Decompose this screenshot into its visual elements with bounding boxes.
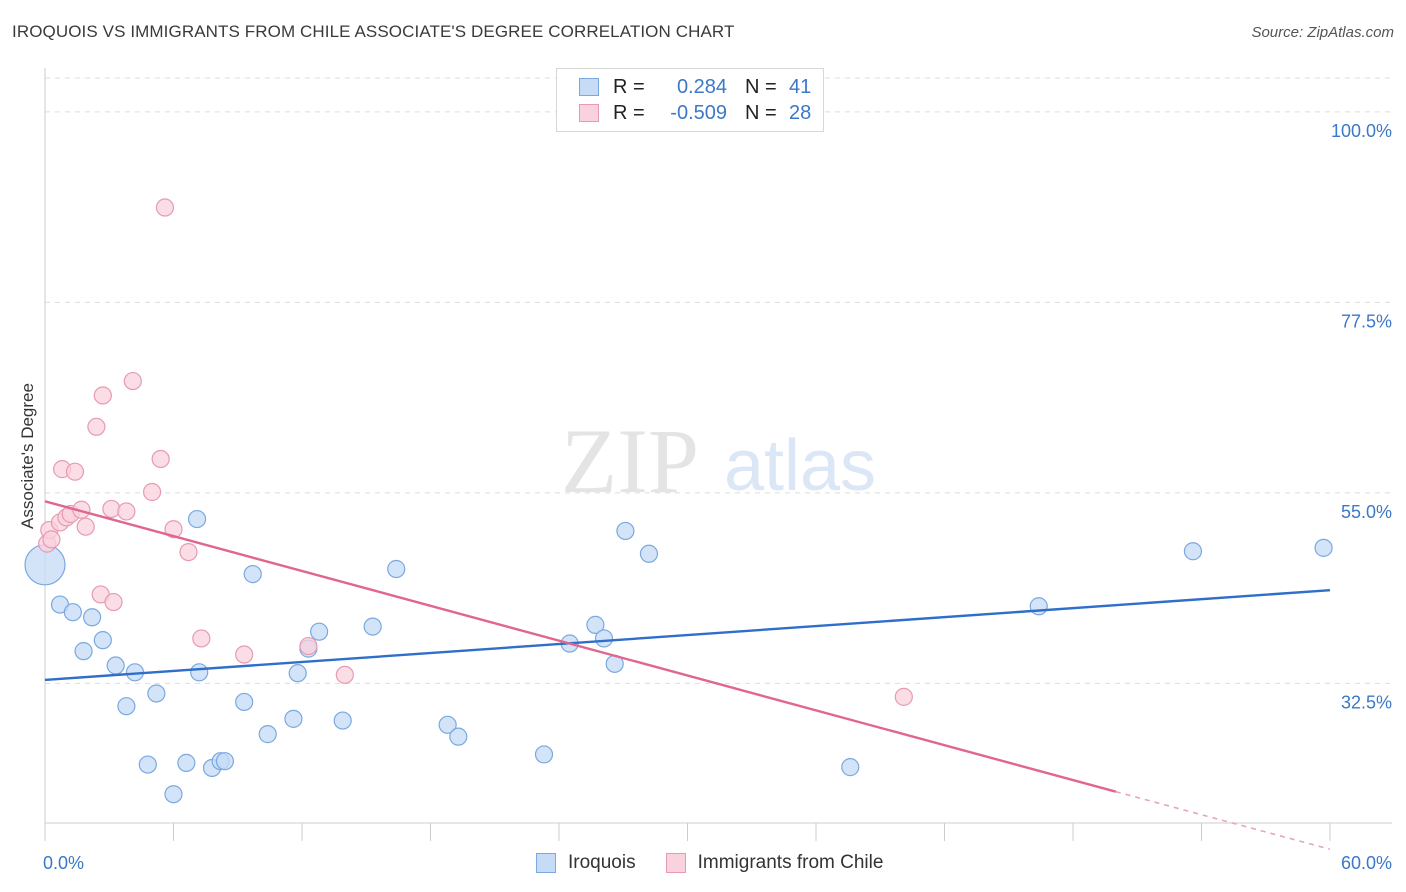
point-iroquois: [93, 631, 112, 650]
point-iroquois: [215, 752, 234, 771]
trend-line-iroquois: [44, 588, 1331, 682]
point-iroquois: [147, 684, 166, 703]
y-tick-label: 100.0%: [1331, 121, 1392, 141]
point-iroquois: [387, 559, 406, 579]
point-iroquois: [449, 727, 468, 746]
series-legend: Iroquois Immigrants from Chile: [536, 852, 913, 874]
legend-swatch-chile: [579, 104, 599, 122]
point-chile: [65, 462, 85, 481]
point-chile: [151, 449, 170, 469]
point-iroquois: [190, 663, 209, 682]
legend-n-value: 41: [789, 75, 812, 98]
legend-swatch-chile: [665, 853, 686, 873]
legend-r-value: 0.284: [676, 75, 727, 98]
point-iroquois: [235, 692, 254, 712]
point-chile: [87, 417, 106, 436]
point-iroquois: [164, 785, 183, 804]
point-chile: [102, 499, 121, 519]
legend-n-label: N =: [745, 75, 777, 98]
point-iroquois: [187, 509, 207, 529]
point-iroquois: [639, 544, 659, 563]
watermark-zip: ZIP: [561, 410, 699, 512]
point-iroquois: [586, 615, 605, 634]
point-chile: [894, 687, 913, 706]
point-iroquois: [74, 642, 93, 661]
grid-lines: [45, 77, 1392, 684]
point-iroquois: [310, 622, 329, 641]
point-chile: [117, 502, 136, 521]
legend-item-iroquois: Iroquois: [536, 852, 636, 874]
point-chile: [235, 645, 254, 664]
legend-n-value: 28: [789, 101, 812, 124]
source-label: Source: ZipAtlas.com: [1251, 24, 1394, 41]
legend-n-label: N =: [745, 101, 777, 124]
legend-label-chile: Immigrants from Chile: [697, 852, 884, 873]
legend-swatch-iroquois: [536, 853, 556, 873]
point-iroquois: [1314, 538, 1333, 557]
point-chile: [93, 386, 112, 405]
legend-r-label: R =: [613, 75, 645, 98]
y-tick-label: 55.0%: [1341, 502, 1392, 522]
point-chile: [155, 198, 175, 217]
trend-lines: [44, 500, 1331, 851]
legend-item-chile: Immigrants from Chile: [665, 852, 884, 874]
point-iroquois: [363, 617, 382, 636]
point-chile: [123, 371, 142, 391]
point-chile: [142, 482, 162, 502]
trend-line-chile-extension: [1115, 790, 1331, 851]
legend-label-iroquois: Iroquois: [568, 852, 636, 873]
x-tick-label: 0.0%: [43, 853, 84, 873]
point-iroquois: [594, 629, 614, 648]
point-chile: [104, 592, 123, 612]
y-tick-label: 32.5%: [1341, 692, 1392, 712]
point-chile: [192, 629, 211, 648]
point-iroquois: [63, 603, 82, 622]
trend-line-chile: [44, 500, 1117, 793]
axes: [44, 68, 1392, 841]
legend-row-iroquois: R = 0.284 N = 41: [579, 74, 811, 100]
legend-r-value: -0.509: [670, 101, 727, 124]
point-iroquois: [243, 565, 262, 584]
point-chile: [299, 636, 318, 656]
legend-swatch-iroquois: [579, 78, 599, 96]
point-chile: [179, 542, 198, 562]
point-iroquois: [333, 711, 352, 730]
point-chile: [76, 517, 95, 536]
tick-labels: 32.5% 55.0% 77.5% 100.0% 0.0% 60.0%: [43, 121, 1392, 873]
data-points: [24, 198, 1333, 804]
watermark-atlas: atlas: [724, 426, 876, 506]
x-tick-label: 60.0%: [1341, 853, 1392, 873]
point-iroquois: [106, 656, 125, 675]
stats-legend: R = 0.284 N = 41 R = -0.509 N = 28: [556, 68, 824, 132]
point-iroquois: [117, 697, 136, 716]
point-iroquois: [438, 715, 457, 734]
point-iroquois: [534, 745, 554, 764]
point-iroquois: [288, 664, 307, 683]
y-axis-label: Associate's Degree: [18, 383, 37, 529]
legend-row-chile: R = -0.509 N = 28: [579, 100, 811, 126]
point-iroquois: [83, 608, 102, 627]
point-iroquois: [177, 753, 196, 772]
point-iroquois: [258, 725, 277, 744]
point-iroquois: [616, 521, 635, 541]
y-tick-label: 77.5%: [1341, 311, 1392, 331]
point-iroquois: [138, 755, 157, 774]
point-chile: [164, 520, 183, 539]
legend-r-label: R =: [613, 101, 645, 124]
point-chile: [335, 665, 354, 684]
point-iroquois: [841, 758, 860, 777]
point-iroquois: [284, 709, 303, 728]
chart-title: IROQUOIS VS IMMIGRANTS FROM CHILE ASSOCI…: [12, 22, 735, 41]
point-chile: [42, 530, 61, 549]
point-iroquois: [1029, 597, 1048, 616]
point-iroquois: [1183, 542, 1203, 561]
